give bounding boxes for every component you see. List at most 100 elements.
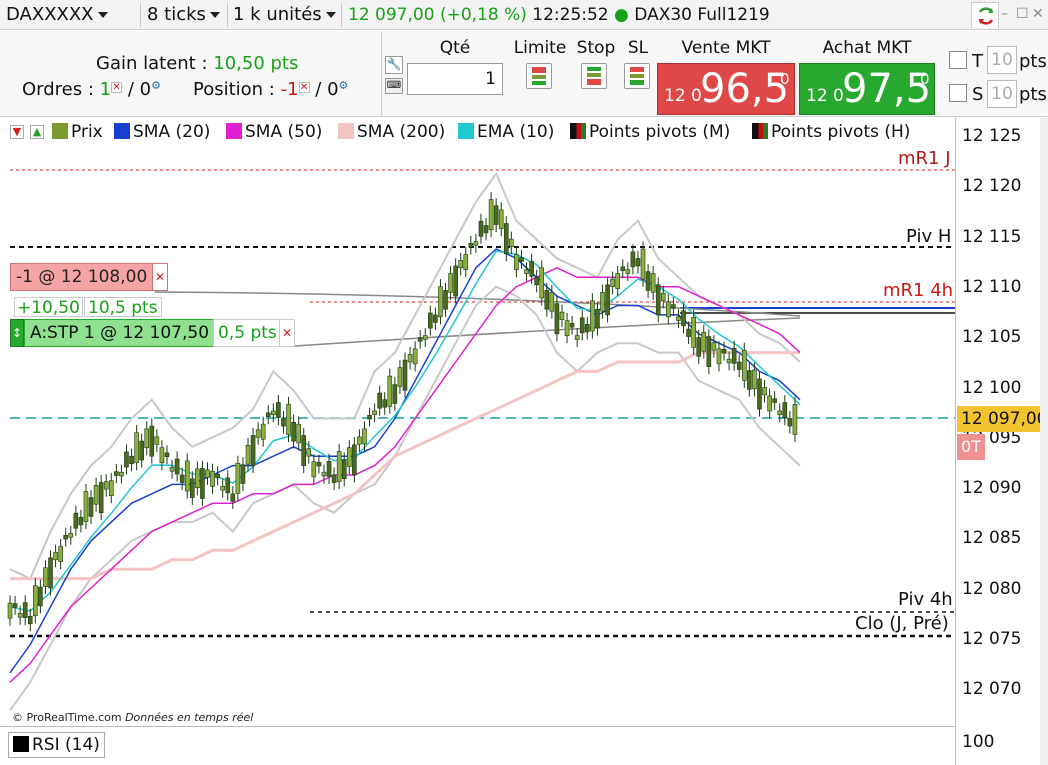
candle-body bbox=[696, 337, 702, 357]
candle-body bbox=[762, 387, 767, 396]
sma50-line bbox=[9, 266, 801, 683]
price-axis-tick: 12 090 bbox=[962, 478, 1022, 499]
units-label: 1 k unités bbox=[233, 4, 322, 25]
candle-body bbox=[336, 451, 342, 482]
live-dot-icon: ● bbox=[614, 5, 629, 25]
position-label: Position : bbox=[193, 79, 281, 100]
vertical-scrollbar[interactable] bbox=[1040, 118, 1048, 765]
candle-body bbox=[352, 444, 357, 476]
minimize-icon[interactable]: – bbox=[1001, 6, 1008, 22]
cancel-orders-icon[interactable]: ✕ bbox=[111, 82, 123, 93]
candle-body bbox=[595, 308, 600, 329]
level-mr1j: mR1 J bbox=[898, 148, 951, 169]
candle-body bbox=[124, 451, 129, 468]
target-checkbox[interactable] bbox=[949, 51, 967, 69]
stop-order-tag[interactable]: A:STP 1 @ 12 107,50 bbox=[24, 319, 216, 347]
candle-body bbox=[346, 447, 352, 467]
legend-item-5[interactable]: Points pivots (M) bbox=[570, 122, 730, 142]
candle-body bbox=[615, 273, 620, 289]
candle-body bbox=[377, 392, 382, 409]
separator bbox=[341, 3, 342, 27]
candle-body bbox=[600, 292, 605, 312]
cancel-stop-icon[interactable]: ✕ bbox=[279, 319, 295, 347]
buy-market-button[interactable]: 12 0 97,5 0 bbox=[799, 63, 935, 115]
cancel-short-icon[interactable]: ✕ bbox=[152, 263, 168, 291]
chevron-down-icon bbox=[97, 12, 108, 18]
price-change: (+0,18 %) bbox=[439, 5, 527, 25]
stop-input[interactable]: 10 bbox=[987, 80, 1017, 108]
candle-body bbox=[240, 464, 246, 484]
candle-body bbox=[519, 257, 524, 262]
candle-body bbox=[448, 273, 453, 293]
price-axis-tick: 12 105 bbox=[962, 327, 1022, 348]
refresh-button[interactable] bbox=[971, 2, 999, 28]
wrench-icon[interactable]: 🔧 bbox=[385, 56, 403, 74]
legend-item-2[interactable]: SMA (50) bbox=[226, 122, 322, 142]
legend-item-3[interactable]: SMA (200) bbox=[338, 122, 445, 142]
candle-body bbox=[179, 474, 185, 483]
price-axis-tick: 12 115 bbox=[962, 226, 1022, 247]
price-axis-tick: 12 080 bbox=[962, 578, 1022, 599]
price-chart[interactable] bbox=[0, 146, 955, 726]
candle-body bbox=[139, 440, 144, 461]
short-order-tag[interactable]: -1 @ 12 108,00 bbox=[10, 263, 154, 291]
collapse-icon[interactable]: ▼ bbox=[10, 125, 24, 139]
candle-body bbox=[205, 469, 210, 478]
stop-checkbox[interactable] bbox=[949, 84, 967, 102]
candle-body bbox=[757, 378, 762, 410]
sma200-line bbox=[10, 351, 800, 581]
candle-body bbox=[250, 435, 256, 466]
legend-item-1[interactable]: SMA (20) bbox=[114, 122, 210, 142]
candle-body bbox=[220, 485, 225, 491]
trading-panel: Gain latent : 10,50 pts Ordres : 1✕ / 0⚙… bbox=[0, 31, 1048, 117]
gain-label: Gain latent : bbox=[96, 53, 214, 74]
candle-body bbox=[341, 459, 347, 480]
candle-body bbox=[108, 480, 114, 497]
candle-body bbox=[190, 478, 195, 498]
orders-zero: / 0 bbox=[127, 79, 152, 100]
maximize-icon[interactable]: ☐ bbox=[1016, 6, 1029, 22]
level-pivh: Piv H bbox=[906, 226, 952, 247]
candle-body bbox=[574, 335, 580, 340]
candle-body bbox=[321, 471, 327, 477]
candle-body bbox=[787, 418, 793, 427]
candle-body bbox=[417, 337, 423, 342]
buy-market-label: Achat MKT bbox=[822, 38, 912, 58]
candle-body bbox=[493, 205, 499, 225]
candle-body bbox=[33, 585, 38, 617]
sell-market-button[interactable]: 12 0 96,5 0 bbox=[657, 63, 795, 115]
price-chart-svg bbox=[7, 169, 955, 711]
legend-item-4[interactable]: EMA (10) bbox=[458, 122, 554, 142]
target-input[interactable]: 10 bbox=[987, 46, 1017, 74]
candle-body bbox=[129, 455, 134, 464]
candle-body bbox=[43, 567, 48, 587]
expand-icon[interactable]: ▲ bbox=[30, 125, 44, 139]
units-dropdown[interactable]: 1 k unités bbox=[229, 3, 339, 27]
settings-icon[interactable]: ⚙ bbox=[338, 79, 349, 92]
candle-body bbox=[73, 512, 79, 529]
close-position-icon[interactable]: ✕ bbox=[298, 82, 310, 93]
candle-body bbox=[635, 258, 641, 267]
settings-icon[interactable]: ⚙ bbox=[151, 79, 161, 92]
close-icon[interactable]: ✕ bbox=[1032, 6, 1044, 22]
rsi-legend[interactable]: RSI (14) bbox=[8, 732, 105, 758]
limit-order-button[interactable] bbox=[526, 63, 552, 89]
legend-item-0[interactable]: Prix bbox=[52, 122, 103, 142]
pnl-pts: +10,50 bbox=[14, 297, 83, 318]
candle-body bbox=[215, 473, 220, 479]
price-value: 12 097,00 bbox=[348, 5, 435, 25]
sl-label: SL bbox=[627, 38, 649, 58]
sl-order-button[interactable] bbox=[624, 63, 650, 89]
keyboard-icon[interactable]: ⌨ bbox=[385, 78, 403, 94]
candle-body bbox=[559, 311, 565, 320]
candle-body bbox=[392, 384, 398, 404]
price-axis[interactable]: 12 125 12 120 12 115 12 110 12 105 12 100 12 0… bbox=[955, 118, 1048, 765]
stop-order-button[interactable] bbox=[581, 63, 607, 89]
legend-item-6[interactable]: Points pivots (H) bbox=[752, 122, 910, 142]
candle-body bbox=[585, 324, 590, 333]
ticks-dropdown[interactable]: 8 ticks bbox=[143, 3, 225, 27]
drag-handle-icon[interactable]: ↕ bbox=[10, 319, 24, 347]
instrument-dropdown[interactable]: DAXXXXX bbox=[2, 3, 138, 27]
quantity-input[interactable]: 1 bbox=[407, 63, 503, 95]
candle-body bbox=[726, 358, 732, 364]
